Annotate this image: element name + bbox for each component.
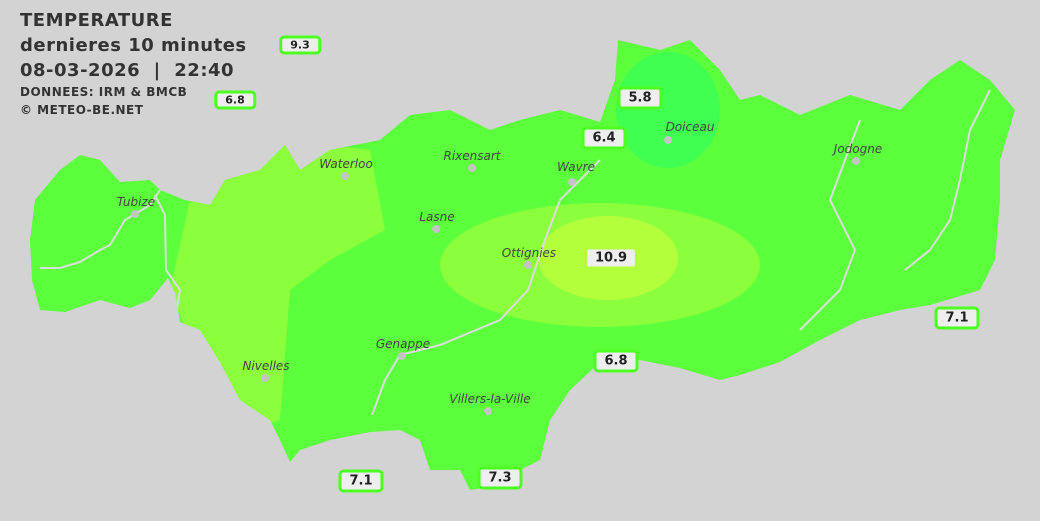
- station-value[interactable]: 6.4: [581, 126, 627, 150]
- city-label: Rixensart: [443, 149, 501, 163]
- station-value[interactable]: 7.1: [934, 306, 980, 330]
- city-label: Tubize: [116, 195, 156, 209]
- map-header: TEMPERATURE dernieres 10 minutes 08-03-2…: [20, 8, 247, 119]
- station-value[interactable]: 6.8: [214, 90, 256, 110]
- city-marker: [484, 407, 492, 415]
- city-label: Genappe: [375, 337, 431, 351]
- river: [40, 189, 161, 269]
- city-label: Ottignies: [501, 246, 557, 260]
- station-value[interactable]: 9.3: [279, 35, 321, 55]
- station-value[interactable]: 7.3: [477, 466, 523, 490]
- city-label: Doiceau: [665, 120, 715, 134]
- city-marker: [852, 157, 860, 165]
- city-marker: [468, 164, 476, 172]
- city-marker: [261, 374, 269, 382]
- river: [371, 159, 601, 416]
- city-marker: [432, 225, 440, 233]
- city-marker: [398, 352, 406, 360]
- map-title: TEMPERATURE: [20, 10, 173, 31]
- city-label: Wavre: [557, 160, 595, 174]
- data-source: DONNEES: IRM & BMCB: [20, 85, 188, 99]
- river: [904, 89, 991, 271]
- river: [799, 119, 861, 331]
- river: [154, 194, 182, 321]
- station-value[interactable]: 7.1: [338, 469, 384, 493]
- city-label: Villers-la-Ville: [449, 392, 531, 406]
- city-label: Nivelles: [242, 359, 290, 373]
- city-marker: [568, 178, 576, 186]
- station-value[interactable]: 5.8: [617, 86, 663, 110]
- station-value[interactable]: 6.8: [593, 349, 639, 373]
- city-label: Jodogne: [833, 142, 883, 156]
- city-label: Waterloo: [319, 157, 373, 171]
- city-marker: [524, 261, 532, 269]
- station-value[interactable]: 10.9: [583, 246, 639, 270]
- map-datetime: 08-03-2026 | 22:40: [20, 60, 235, 81]
- city-label: Lasne: [419, 210, 455, 224]
- city-marker: [664, 136, 672, 144]
- map-subtitle: dernieres 10 minutes: [20, 35, 247, 56]
- city-marker: [341, 172, 349, 180]
- city-marker: [131, 210, 139, 218]
- temp-zone-warm-west: [170, 140, 385, 430]
- temp-zone-cool: [616, 52, 720, 168]
- copyright: © METEO-BE.NET: [20, 103, 144, 117]
